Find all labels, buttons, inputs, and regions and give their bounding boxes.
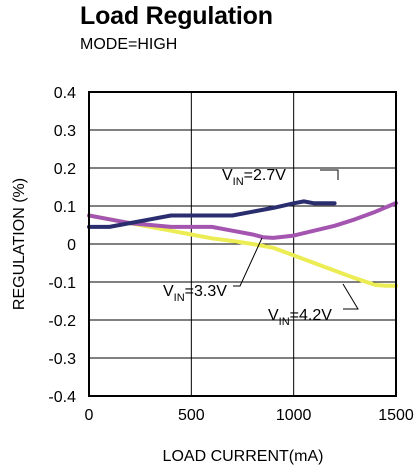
x-tick-label: 500 bbox=[178, 407, 205, 424]
series-line bbox=[87, 213, 398, 288]
y-tick-label: -0.3 bbox=[48, 351, 76, 368]
series-line bbox=[87, 199, 337, 229]
chart-subtitle: MODE=HIGH bbox=[80, 36, 178, 53]
series-annotations: VIN=2.7V VIN=3.3V VIN=4.2V bbox=[163, 167, 332, 328]
y-tick-label: 0.4 bbox=[54, 85, 76, 102]
series-annotation-label: VIN=4.2V bbox=[268, 307, 332, 328]
y-tick-label: -0.1 bbox=[48, 275, 76, 292]
y-axis-title: REGULATION (%) bbox=[11, 178, 28, 310]
grid-lines bbox=[89, 92, 396, 396]
annotation-leader-line bbox=[320, 169, 339, 180]
y-tick-label: 0.2 bbox=[54, 161, 76, 178]
x-tick-label: 0 bbox=[85, 407, 94, 424]
y-tick-label: -0.4 bbox=[48, 389, 76, 406]
chart-title: Load Regulation bbox=[80, 2, 273, 30]
plot-frame bbox=[88, 91, 397, 397]
x-axis-title: LOAD CURRENT(mA) bbox=[163, 448, 324, 465]
y-tick-label: 0 bbox=[67, 237, 76, 254]
annotation-leaders bbox=[233, 169, 359, 310]
series-line bbox=[87, 201, 398, 240]
y-tick-label: 0.1 bbox=[54, 199, 76, 216]
series-annotation-label: VIN=2.7V bbox=[222, 167, 286, 188]
annotation-leader-line bbox=[233, 237, 263, 287]
series-layer bbox=[87, 199, 398, 288]
y-tick-label: 0.3 bbox=[54, 123, 76, 140]
tick-labels: 0.4 0.3 0.2 0.1 0 -0.1 -0.2 -0.3 -0.4 0 500 1000 150… bbox=[48, 85, 413, 424]
x-tick-label: 1000 bbox=[276, 407, 312, 424]
x-tick-label: 1500 bbox=[378, 407, 414, 424]
annotation-leader-line bbox=[342, 283, 359, 310]
y-tick-label: -0.2 bbox=[48, 313, 76, 330]
series-annotation-label: VIN=3.3V bbox=[163, 283, 227, 304]
